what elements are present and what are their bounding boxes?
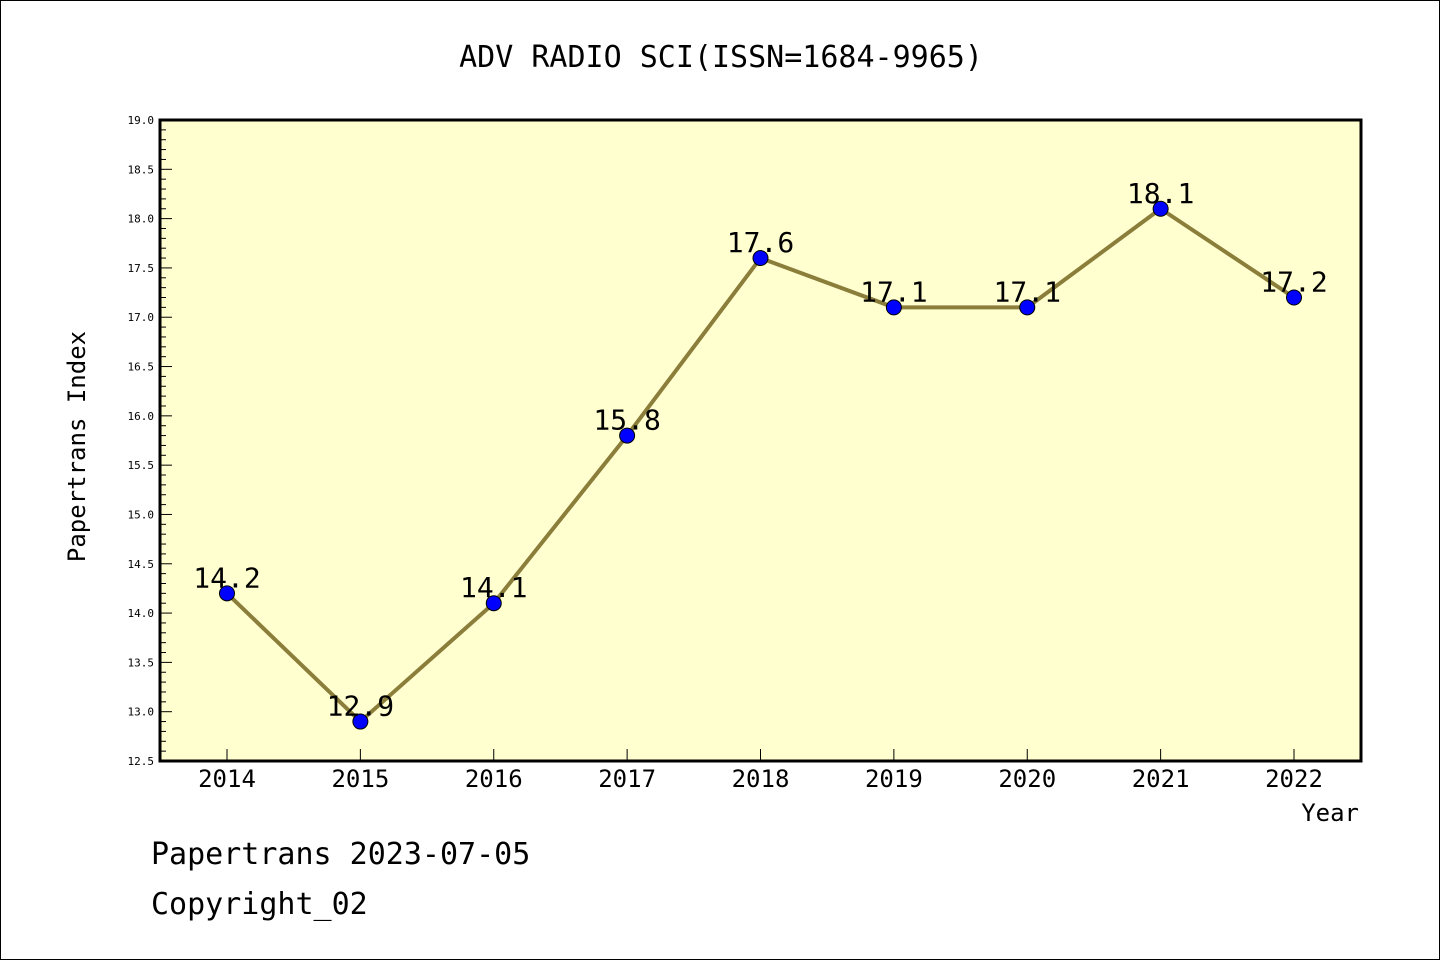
- copyright-text: Copyright_02: [151, 887, 368, 922]
- data-point: [885, 299, 902, 316]
- data-point: [352, 713, 369, 730]
- data-point: [1286, 289, 1302, 306]
- y-tick-label: 15.0: [128, 508, 155, 521]
- x-tick-label: 2022: [1265, 765, 1323, 793]
- x-axis-label: Year: [1301, 799, 1359, 827]
- x-tick-label: 2015: [331, 765, 389, 793]
- source-date-text: Papertrans 2023-07-05: [151, 837, 531, 872]
- y-tick-label: 13.5: [128, 656, 155, 669]
- y-tick-label: 18.0: [128, 213, 155, 226]
- x-tick-label: 2020: [998, 765, 1056, 793]
- plot-border: [158, 118, 1363, 763]
- data-label: 15.8: [593, 404, 660, 437]
- data-point: [752, 250, 769, 267]
- data-label: 14.1: [460, 571, 527, 604]
- y-tick-label: 14.0: [128, 607, 155, 620]
- data-label: 18.1: [1127, 177, 1194, 210]
- data-label: 12.9: [327, 690, 394, 723]
- data-point: [485, 595, 502, 612]
- chart-title: ADV RADIO SCI(ISSN=1684-9965): [459, 40, 983, 75]
- plot-area: [160, 120, 1361, 761]
- y-tick-label: 16.0: [128, 410, 155, 423]
- y-axis-label: Papertrans Index: [63, 331, 91, 562]
- y-tick-label: 19.0: [128, 114, 155, 127]
- y-tick-label: 17.0: [128, 311, 155, 324]
- y-tick-label: 14.5: [128, 558, 155, 571]
- x-tick-label: 2019: [865, 765, 923, 793]
- data-label: 17.1: [860, 275, 927, 308]
- x-tick-label: 2014: [198, 765, 256, 793]
- y-tick-label: 18.5: [128, 163, 155, 176]
- data-label: 17.6: [727, 226, 794, 259]
- data-label: 14.2: [193, 561, 260, 594]
- x-tick-label: 2017: [598, 765, 656, 793]
- data-label: 17.2: [1260, 266, 1327, 299]
- x-tick-label: 2018: [732, 765, 790, 793]
- y-tick-label: 16.5: [128, 361, 155, 374]
- data-point: [1019, 299, 1036, 316]
- data-label: 17.1: [994, 275, 1061, 308]
- data-point: [219, 585, 235, 602]
- data-point: [1152, 200, 1169, 217]
- y-tick-label: 12.5: [128, 755, 155, 768]
- data-point: [619, 427, 636, 444]
- y-tick-label: 15.5: [128, 459, 155, 472]
- x-tick-label: 2016: [465, 765, 523, 793]
- y-tick-label: 17.5: [128, 262, 155, 275]
- y-tick-label: 13.0: [128, 706, 155, 719]
- x-tick-label: 2021: [1132, 765, 1190, 793]
